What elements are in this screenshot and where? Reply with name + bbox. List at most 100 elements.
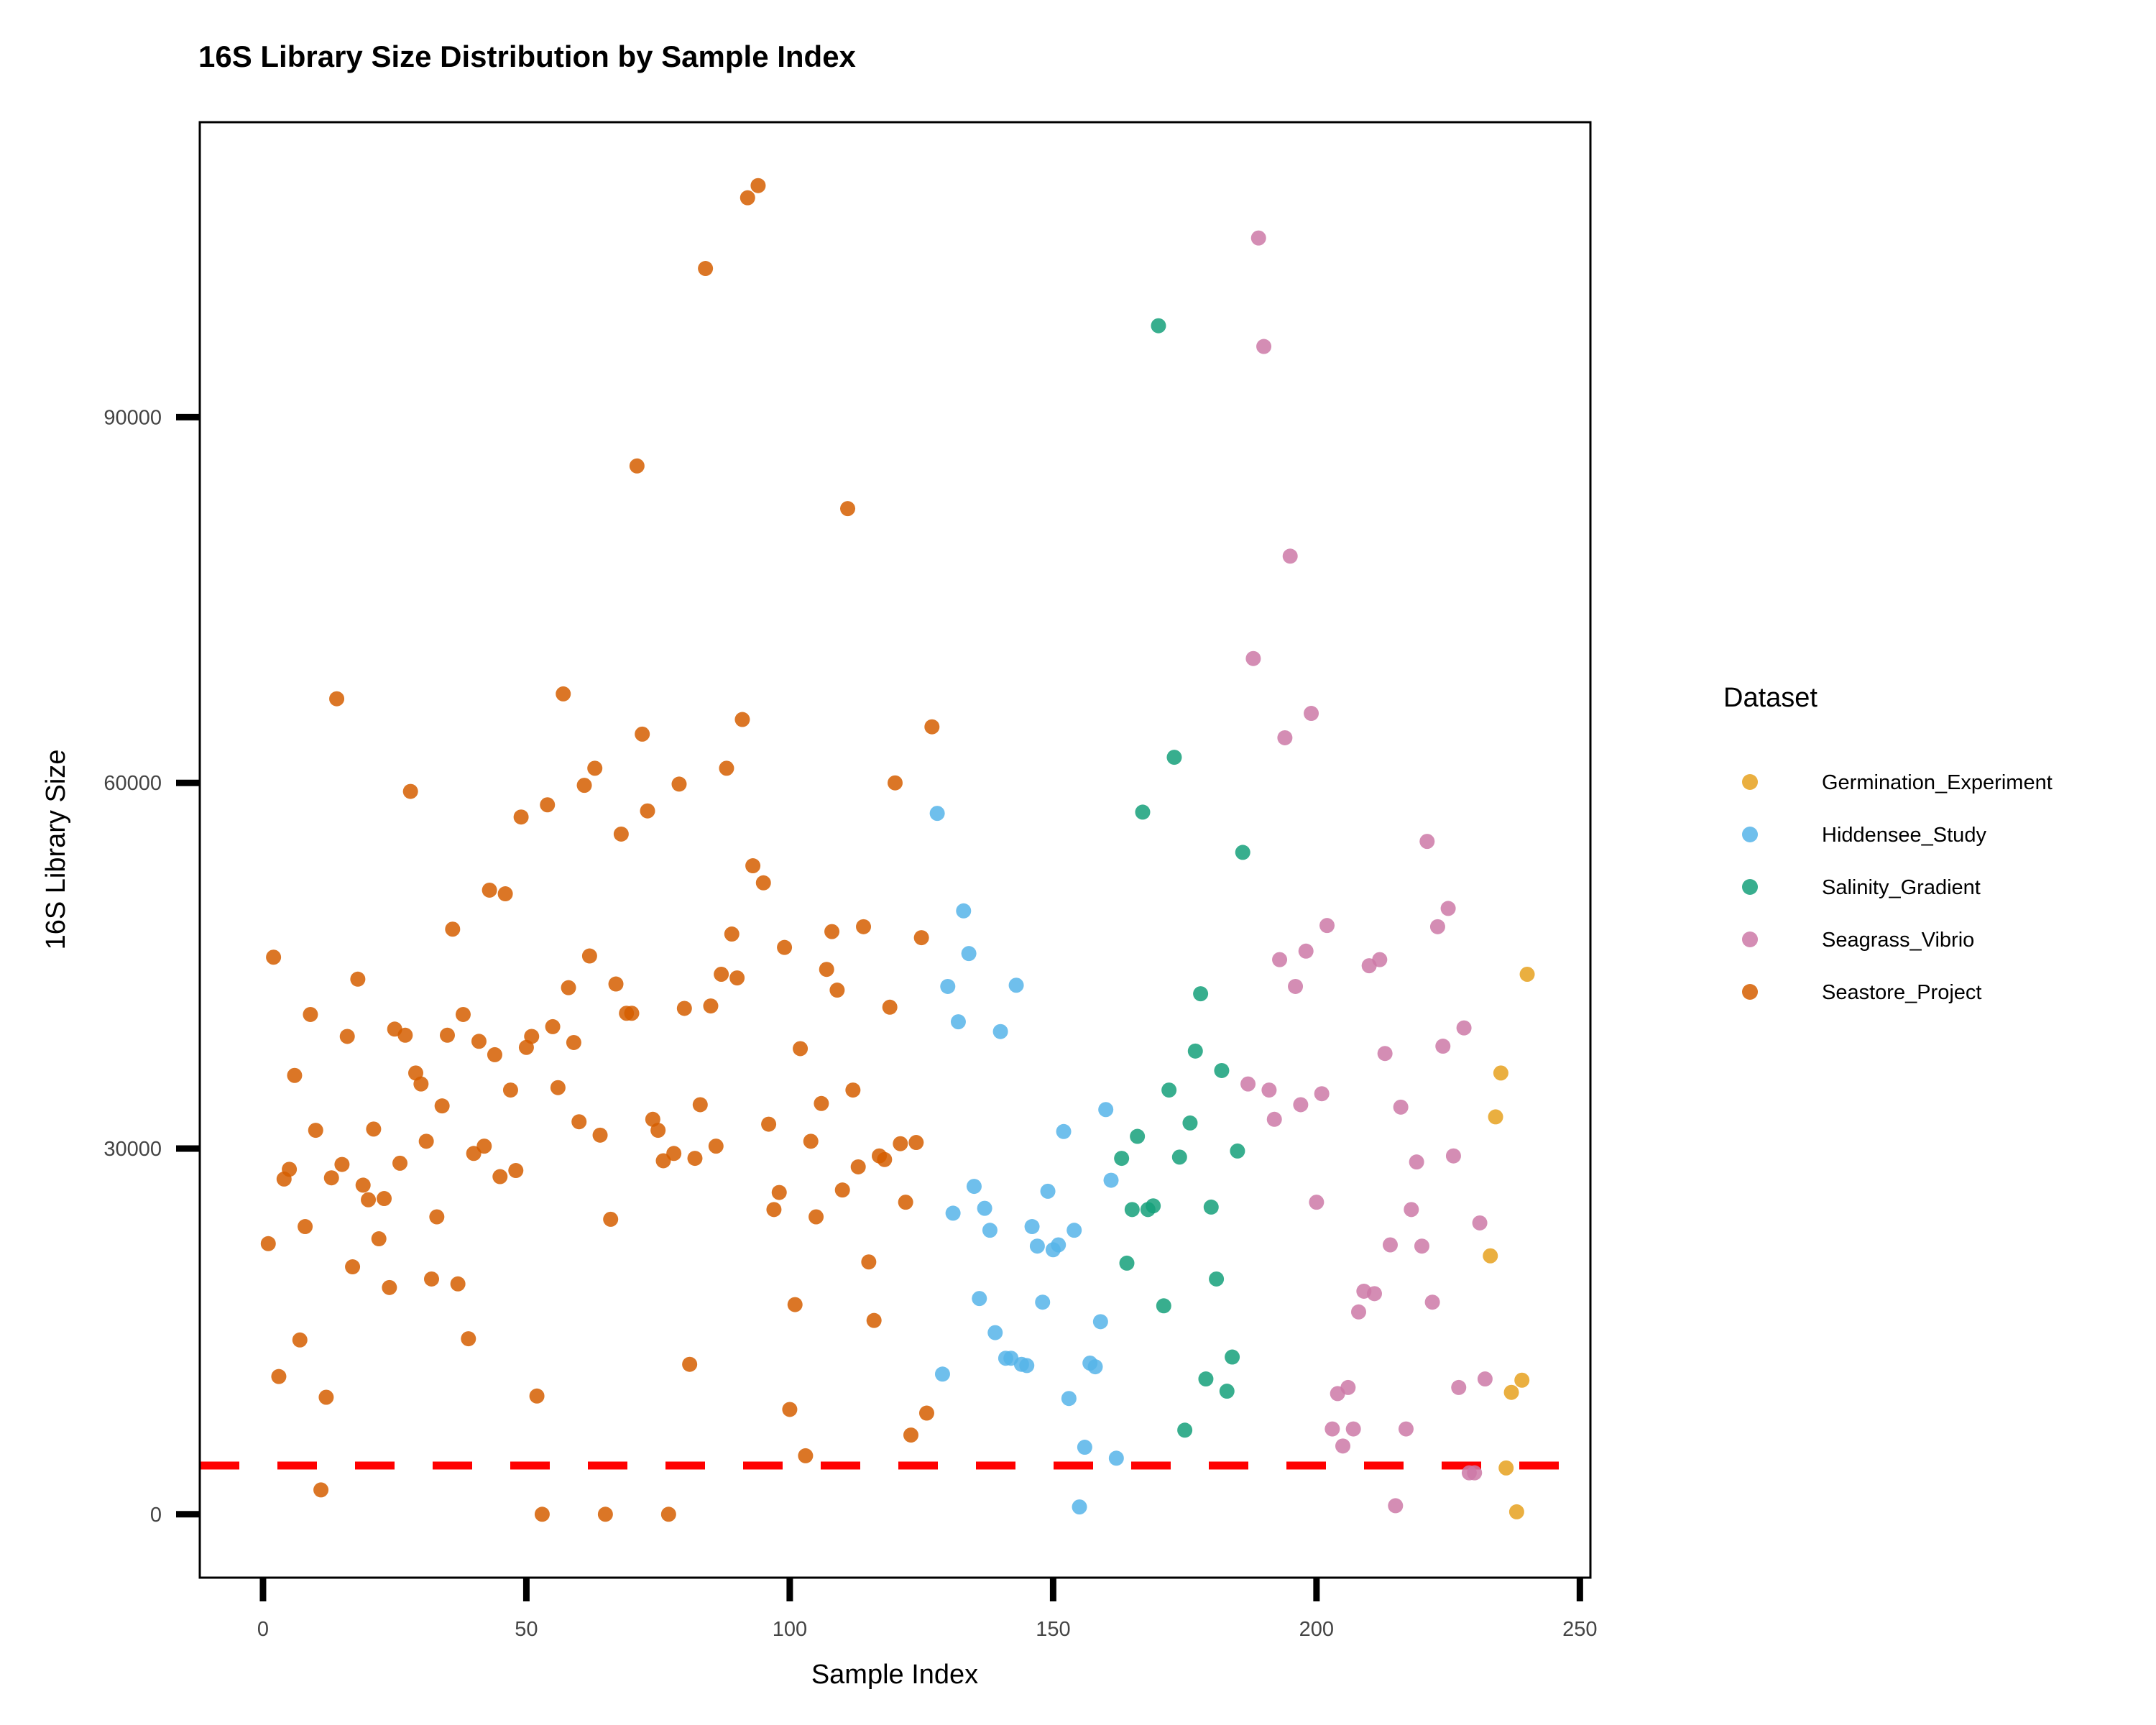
- data-point-seastore-project: [292, 1332, 308, 1348]
- data-point-seagrass-vibrio: [1266, 1111, 1282, 1127]
- data-point-salinity-gradient: [1235, 845, 1250, 860]
- y-tick-label: 0: [150, 1504, 162, 1527]
- data-point-hiddensee-study: [961, 946, 977, 962]
- data-point-seagrass-vibrio: [1409, 1154, 1424, 1170]
- data-point-seastore-project: [377, 1191, 392, 1207]
- data-point-seastore-project: [729, 970, 745, 986]
- data-point-seastore-project: [745, 858, 761, 874]
- data-point-hiddensee-study: [1008, 978, 1024, 993]
- data-point-seastore-project: [856, 919, 872, 934]
- data-point-seastore-project: [882, 999, 898, 1015]
- data-point-seagrass-vibrio: [1314, 1086, 1330, 1102]
- data-point-seastore-project: [676, 1000, 692, 1016]
- legend-label: Hiddensee_Study: [1822, 824, 1986, 847]
- data-point-germination-experiment: [1503, 1384, 1519, 1400]
- data-point-seagrass-vibrio: [1293, 1097, 1309, 1113]
- data-point-seastore-project: [850, 1159, 866, 1174]
- data-point-seastore-project: [740, 190, 755, 206]
- data-point-seastore-project: [323, 1170, 339, 1186]
- data-point-seastore-project: [550, 1080, 566, 1095]
- x-tick-label: 100: [773, 1618, 807, 1641]
- data-point-seagrass-vibrio: [1414, 1238, 1429, 1254]
- data-point-salinity-gradient: [1130, 1128, 1146, 1144]
- points-layer: [260, 178, 1535, 1522]
- data-point-seastore-project: [545, 1018, 561, 1034]
- data-point-seagrass-vibrio: [1393, 1099, 1409, 1115]
- data-point-seastore-project: [476, 1138, 492, 1154]
- data-point-seastore-project: [461, 1331, 476, 1347]
- y-axis-label: 16S Library Size: [41, 750, 71, 950]
- data-point-seagrass-vibrio: [1382, 1237, 1398, 1253]
- data-point-seagrass-vibrio: [1256, 339, 1272, 354]
- data-point-salinity-gradient: [1214, 1062, 1230, 1078]
- data-point-seagrass-vibrio: [1388, 1498, 1404, 1514]
- data-point-seastore-project: [761, 1116, 777, 1132]
- data-point-hiddensee-study: [929, 806, 945, 822]
- data-point-seagrass-vibrio: [1472, 1215, 1488, 1230]
- data-point-seastore-project: [497, 886, 513, 902]
- x-axis-label: Sample Index: [811, 1660, 978, 1690]
- data-point-hiddensee-study: [1029, 1238, 1045, 1254]
- data-point-hiddensee-study: [966, 1179, 982, 1195]
- data-point-seastore-project: [482, 882, 497, 898]
- data-point-salinity-gradient: [1219, 1384, 1235, 1399]
- data-point-seastore-project: [534, 1506, 550, 1522]
- data-point-hiddensee-study: [1056, 1123, 1072, 1139]
- x-tick-label: 50: [515, 1618, 538, 1641]
- data-point-seagrass-vibrio: [1445, 1148, 1461, 1164]
- data-point-seastore-project: [808, 1209, 824, 1225]
- data-point-seagrass-vibrio: [1340, 1379, 1356, 1395]
- data-point-seastore-project: [471, 1034, 487, 1049]
- legend-label: Germination_Experiment: [1822, 771, 2053, 794]
- legend-swatch: [1742, 879, 1758, 895]
- data-point-hiddensee-study: [950, 1014, 966, 1030]
- data-point-hiddensee-study: [1024, 1219, 1040, 1235]
- x-tick-label: 250: [1562, 1618, 1597, 1641]
- data-point-seastore-project: [434, 1098, 450, 1114]
- data-point-seastore-project: [439, 1027, 455, 1043]
- data-point-salinity-gradient: [1187, 1043, 1203, 1059]
- data-point-seastore-project: [766, 1202, 782, 1218]
- data-point-hiddensee-study: [1098, 1102, 1114, 1118]
- data-point-seagrass-vibrio: [1282, 548, 1298, 564]
- data-point-seastore-project: [445, 921, 461, 937]
- data-point-seagrass-vibrio: [1435, 1039, 1451, 1054]
- data-point-salinity-gradient: [1151, 318, 1166, 334]
- data-point-salinity-gradient: [1124, 1202, 1140, 1218]
- data-point-seastore-project: [613, 826, 629, 842]
- data-point-hiddensee-study: [992, 1024, 1008, 1039]
- data-point-seastore-project: [318, 1389, 334, 1405]
- data-point-seastore-project: [329, 691, 345, 707]
- data-point-seastore-project: [698, 261, 714, 277]
- chart-title: 16S Library Size Distribution by Sample …: [198, 40, 857, 73]
- data-point-seastore-project: [714, 966, 729, 982]
- data-point-germination-experiment: [1488, 1109, 1503, 1125]
- data-point-seastore-project: [298, 1219, 313, 1235]
- data-point-seastore-project: [581, 948, 597, 964]
- data-point-hiddensee-study: [1040, 1183, 1056, 1199]
- data-point-seastore-project: [361, 1192, 377, 1208]
- data-point-hiddensee-study: [987, 1325, 1003, 1340]
- data-point-salinity-gradient: [1198, 1371, 1214, 1387]
- data-point-seastore-project: [803, 1133, 819, 1149]
- data-point-seastore-project: [682, 1356, 698, 1372]
- data-point-seastore-project: [313, 1482, 329, 1498]
- data-point-hiddensee-study: [1051, 1237, 1067, 1253]
- data-point-seagrass-vibrio: [1366, 1286, 1382, 1302]
- data-point-seastore-project: [787, 1297, 803, 1312]
- data-point-seastore-project: [635, 726, 650, 742]
- data-point-hiddensee-study: [1067, 1223, 1082, 1238]
- data-point-hiddensee-study: [934, 1366, 950, 1382]
- data-point-hiddensee-study: [1087, 1359, 1103, 1375]
- data-point-seagrass-vibrio: [1325, 1421, 1340, 1437]
- data-point-salinity-gradient: [1177, 1422, 1193, 1438]
- data-point-seastore-project: [913, 930, 929, 946]
- data-point-seastore-project: [724, 926, 740, 942]
- data-point-seastore-project: [750, 178, 766, 193]
- data-point-seastore-project: [861, 1254, 877, 1270]
- data-point-seastore-project: [397, 1027, 413, 1043]
- data-point-seastore-project: [540, 797, 556, 813]
- data-point-seagrass-vibrio: [1298, 943, 1314, 959]
- data-point-seastore-project: [597, 1506, 613, 1522]
